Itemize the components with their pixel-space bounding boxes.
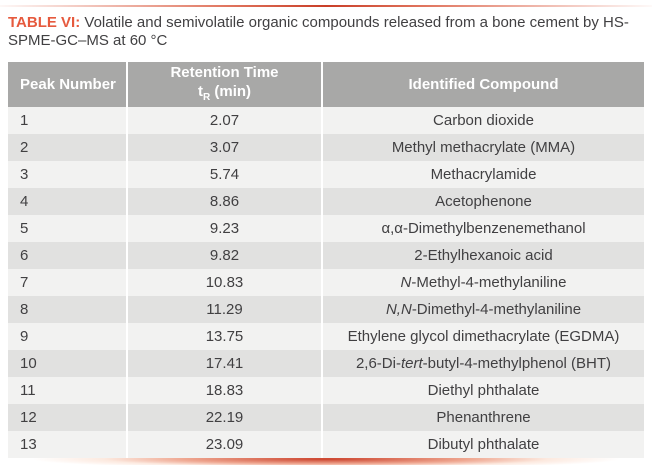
retention-time-cell: 23.09 xyxy=(128,431,321,458)
table-row: 9 13.75 Ethylene glycol dimethacrylate (EG… xyxy=(8,323,644,350)
retention-time-header-text: Retention Time tR (min) xyxy=(170,63,278,107)
identified-compound-cell: N,N-Dimethyl-4-methylaniline xyxy=(323,296,644,323)
table-caption-text: Volatile and semivolatile organic compou… xyxy=(8,14,629,49)
retention-time-cell: 8.86 xyxy=(128,188,321,215)
peak-number-cell: 7 xyxy=(8,269,126,296)
table-row: 7 10.83 N-Methyl-4-methylaniline xyxy=(8,269,644,296)
table-row: 2 3.07 Methyl methacrylate (MMA) xyxy=(8,134,644,161)
peak-number-cell: 6 xyxy=(8,242,126,269)
identified-compound-cell: Phenanthrene xyxy=(323,404,644,431)
identified-compound-cell: Methyl methacrylate (MMA) xyxy=(323,134,644,161)
retention-time-cell: 3.07 xyxy=(128,134,321,161)
table-row: 3 5.74 Methacrylamide xyxy=(8,161,644,188)
table-row: 10 17.41 2,6-Di-tert-butyl-4-methylphenol … xyxy=(8,350,644,377)
identified-compound-cell: 2-Ethylhexanoic acid xyxy=(323,242,644,269)
retention-time-cell: 9.82 xyxy=(128,242,321,269)
peak-number-cell: 10 xyxy=(8,350,126,377)
table-row: 4 8.86 Acetophenone xyxy=(8,188,644,215)
column-header-identified-compound: Identified Compound xyxy=(323,62,644,107)
peak-number-cell: 12 xyxy=(8,404,126,431)
bottom-accent-glow xyxy=(0,458,652,465)
identified-compound-cell: Diethyl phthalate xyxy=(323,377,644,404)
column-header-retention-time: Retention Time tR (min) xyxy=(128,62,321,107)
identified-compound-cell: Carbon dioxide xyxy=(323,107,644,134)
peak-number-cell: 13 xyxy=(8,431,126,458)
table-header-row: Peak Number Retention Time tR (min) Iden… xyxy=(8,62,644,107)
table-row: 1 2.07 Carbon dioxide xyxy=(8,107,644,134)
table-row: 5 9.23 α,α-Dimethylbenzenemethanol xyxy=(8,215,644,242)
retention-time-cell: 11.29 xyxy=(128,296,321,323)
peak-number-cell: 11 xyxy=(8,377,126,404)
compounds-table: Peak Number Retention Time tR (min) Iden… xyxy=(8,62,644,458)
peak-number-cell: 9 xyxy=(8,323,126,350)
table-row: 6 9.82 2-Ethylhexanoic acid xyxy=(8,242,644,269)
identified-compound-cell: 2,6-Di-tert-butyl-4-methylphenol (BHT) xyxy=(323,350,644,377)
retention-time-cell: 17.41 xyxy=(128,350,321,377)
table-row: 11 18.83 Diethyl phthalate xyxy=(8,377,644,404)
retention-time-cell: 5.74 xyxy=(128,161,321,188)
column-header-peak-number: Peak Number xyxy=(8,62,126,107)
table-row: 13 23.09 Dibutyl phthalate xyxy=(8,431,644,458)
retention-time-cell: 18.83 xyxy=(128,377,321,404)
identified-compound-cell: N-Methyl-4-methylaniline xyxy=(323,269,644,296)
table-caption: TABLE VI: Volatile and semivolatile orga… xyxy=(8,14,648,50)
top-accent-line xyxy=(0,5,652,7)
retention-time-header-line2: tR (min) xyxy=(197,82,252,103)
retention-time-cell: 9.23 xyxy=(128,215,321,242)
table-body: 1 2.07 Carbon dioxide 2 3.07 Methyl methacryl… xyxy=(8,107,644,458)
retention-time-cell: 22.19 xyxy=(128,404,321,431)
peak-number-cell: 2 xyxy=(8,134,126,161)
identified-compound-cell: Ethylene glycol dimethacrylate (EGDMA) xyxy=(323,323,644,350)
identified-compound-cell: α,α-Dimethylbenzenemethanol xyxy=(323,215,644,242)
identified-compound-cell: Dibutyl phthalate xyxy=(323,431,644,458)
peak-number-cell: 4 xyxy=(8,188,126,215)
retention-time-cell: 10.83 xyxy=(128,269,321,296)
table-caption-label: TABLE VI: xyxy=(8,14,81,31)
table-row: 12 22.19 Phenanthrene xyxy=(8,404,644,431)
identified-compound-cell: Methacrylamide xyxy=(323,161,644,188)
peak-number-cell: 3 xyxy=(8,161,126,188)
peak-number-cell: 5 xyxy=(8,215,126,242)
table-row: 8 11.29 N,N-Dimethyl-4-methylaniline xyxy=(8,296,644,323)
retention-time-cell: 13.75 xyxy=(128,323,321,350)
peak-number-cell: 1 xyxy=(8,107,126,134)
retention-time-header-line1: Retention Time xyxy=(170,63,279,81)
retention-time-cell: 2.07 xyxy=(128,107,321,134)
peak-number-cell: 8 xyxy=(8,296,126,323)
retention-time-subscript: R xyxy=(202,91,211,103)
identified-compound-cell: Acetophenone xyxy=(323,188,644,215)
